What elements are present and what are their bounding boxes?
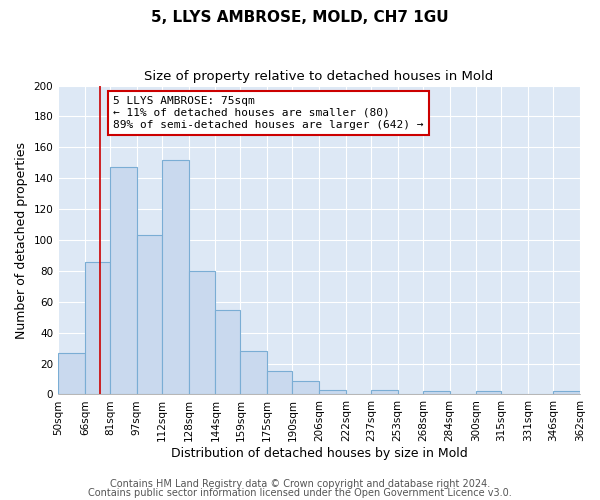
Bar (319, 390, 346, 394)
Bar (58, 353, 85, 395)
Bar (553, 392, 580, 394)
Y-axis label: Number of detached properties: Number of detached properties (15, 142, 28, 338)
Bar (292, 380, 319, 394)
Bar (188, 271, 215, 394)
Title: Size of property relative to detached houses in Mold: Size of property relative to detached ho… (145, 70, 494, 83)
Bar (423, 392, 449, 394)
X-axis label: Distribution of detached houses by size in Mold: Distribution of detached houses by size … (171, 447, 467, 460)
Bar (85, 262, 110, 394)
Text: Contains public sector information licensed under the Open Government Licence v3: Contains public sector information licen… (88, 488, 512, 498)
Bar (476, 392, 502, 394)
Text: Contains HM Land Registry data © Crown copyright and database right 2024.: Contains HM Land Registry data © Crown c… (110, 479, 490, 489)
Bar (110, 168, 137, 394)
Bar (162, 160, 188, 394)
Bar (267, 372, 292, 394)
Bar (241, 351, 267, 395)
Bar (215, 310, 241, 394)
Bar (371, 390, 398, 394)
Text: 5 LLYS AMBROSE: 75sqm
← 11% of detached houses are smaller (80)
89% of semi-deta: 5 LLYS AMBROSE: 75sqm ← 11% of detached … (113, 96, 424, 130)
Bar (137, 236, 162, 394)
Text: 5, LLYS AMBROSE, MOLD, CH7 1GU: 5, LLYS AMBROSE, MOLD, CH7 1GU (151, 10, 449, 25)
